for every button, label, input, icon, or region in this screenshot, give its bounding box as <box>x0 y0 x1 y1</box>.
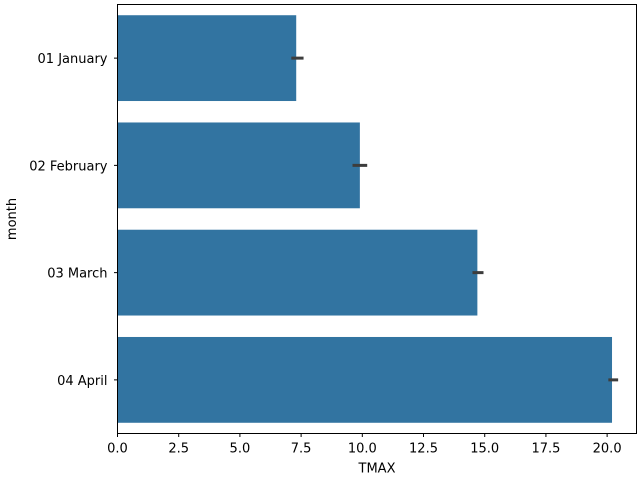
x-tick-label: 0.0 <box>107 442 128 457</box>
x-tick-label: 17.5 <box>531 442 560 457</box>
x-tick-label: 2.5 <box>168 442 189 457</box>
y-axis-title: month <box>5 198 20 240</box>
bars-layer <box>117 15 613 423</box>
bar <box>117 15 297 102</box>
plot-frame <box>117 4 637 434</box>
y-tick-label: 01 January <box>38 52 108 67</box>
y-axis: 01 January 02 February 03 March 04 April <box>29 52 118 389</box>
x-tick-label: 5.0 <box>230 442 251 457</box>
errorbars-layer <box>291 56 619 382</box>
y-tick-label: 04 April <box>57 374 107 389</box>
x-tick-label: 7.5 <box>291 442 312 457</box>
x-tick-label: 10.0 <box>348 442 377 457</box>
x-tick-label: 12.5 <box>409 442 438 457</box>
x-tick-label: 20.0 <box>593 442 622 457</box>
bar <box>117 229 478 316</box>
x-tick-label: 15.0 <box>470 442 499 457</box>
y-tick-label: 02 February <box>29 159 108 174</box>
bar <box>117 336 613 423</box>
x-axis: 0.0 2.5 5.0 7.5 10.0 12.5 15.0 17.5 20.0 <box>107 433 622 457</box>
y-tick-label: 03 March <box>47 267 107 282</box>
x-axis-title: TMAX <box>358 462 396 477</box>
bar <box>117 122 360 209</box>
